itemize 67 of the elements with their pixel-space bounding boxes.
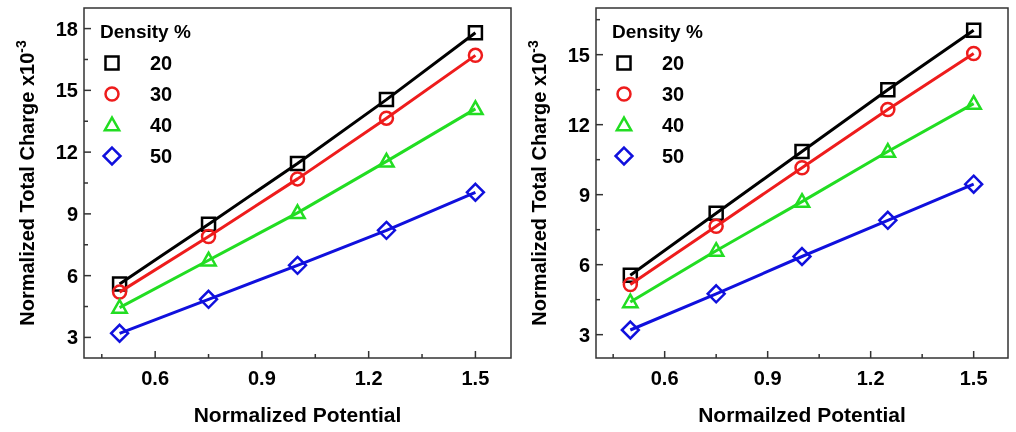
point <box>378 91 395 108</box>
point <box>378 110 395 126</box>
y-tick-label: 3 <box>66 326 78 349</box>
y-tick-label: 3 <box>578 323 590 346</box>
point <box>621 293 639 309</box>
y-tick-label: 12 <box>55 141 78 164</box>
point <box>289 204 306 220</box>
point <box>109 323 130 343</box>
point <box>880 101 896 118</box>
point <box>792 246 812 267</box>
y-tick-label: 6 <box>66 264 78 287</box>
point <box>378 152 395 168</box>
legend-title: Density % <box>100 21 191 42</box>
point <box>467 100 484 116</box>
point <box>200 251 217 267</box>
legend-label: 40 <box>150 114 173 136</box>
legend-title: Density % <box>612 21 703 42</box>
x-tick-label: 0.9 <box>248 367 276 389</box>
point <box>376 220 397 241</box>
y-tick-label: 18 <box>55 17 78 40</box>
legend-label: 50 <box>662 145 685 167</box>
point <box>706 284 726 304</box>
point <box>620 320 641 340</box>
x-tick-label: 1.2 <box>856 367 885 389</box>
x-tick-label: 1.2 <box>354 367 383 389</box>
point <box>794 160 810 176</box>
point <box>965 22 982 38</box>
point <box>963 174 984 194</box>
point <box>287 255 308 276</box>
point <box>465 182 486 202</box>
legend-label: 30 <box>662 83 685 105</box>
x-tick-label: 0.9 <box>753 367 782 389</box>
y-tick-label: 15 <box>567 43 590 66</box>
x-tick-label: 0.6 <box>141 367 170 389</box>
point <box>289 155 306 172</box>
point <box>879 142 897 158</box>
point <box>467 47 484 64</box>
y-tick-label: 6 <box>578 253 590 276</box>
point <box>794 143 810 160</box>
point <box>200 228 217 245</box>
point <box>965 94 983 111</box>
point <box>198 289 219 310</box>
legend-label: 20 <box>662 52 685 74</box>
y-tick-label: 15 <box>55 79 78 102</box>
x-axis-title: Normalized Potential <box>193 403 402 426</box>
legend-label: 40 <box>662 114 685 136</box>
x-axis-title: Normailzed Potential <box>698 403 906 426</box>
point <box>707 241 725 258</box>
point <box>880 81 896 98</box>
point <box>622 276 639 293</box>
point <box>111 284 128 300</box>
x-tick-label: 0.6 <box>650 367 679 389</box>
y-tick-label: 12 <box>567 113 590 136</box>
legend-label: 20 <box>150 52 173 74</box>
x-tick-label: 1.5 <box>959 367 988 389</box>
y-tick-label: 9 <box>66 202 78 225</box>
legend-label: 50 <box>150 145 173 167</box>
point <box>467 24 484 41</box>
point <box>793 192 811 209</box>
legend-label: 30 <box>150 83 173 105</box>
point <box>708 218 724 234</box>
point <box>289 171 306 187</box>
x-tick-label: 1.5 <box>461 367 490 389</box>
point <box>111 298 128 315</box>
point <box>878 210 898 231</box>
y-tick-label: 9 <box>578 183 590 206</box>
point <box>965 45 982 62</box>
